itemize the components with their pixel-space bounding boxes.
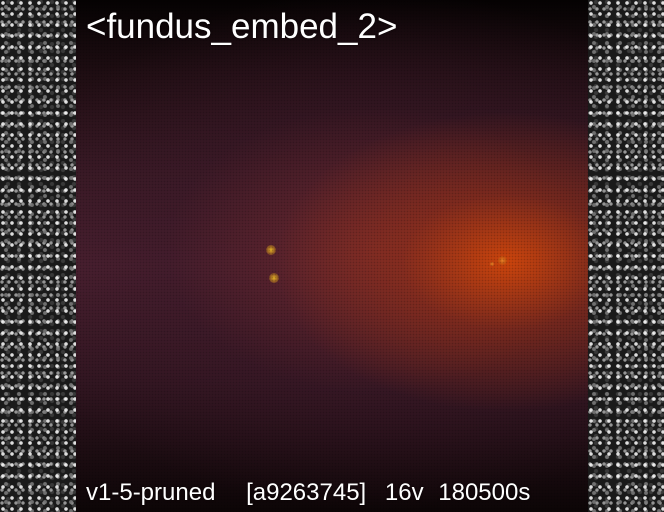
image-title: <fundus_embed_2> bbox=[86, 7, 398, 46]
fundus-image bbox=[76, 0, 588, 512]
seed-value: 180500s bbox=[438, 479, 531, 506]
lesion-spot bbox=[266, 245, 276, 255]
left-noise-border bbox=[0, 0, 76, 512]
model-name: v1-5-pruned bbox=[86, 479, 216, 506]
right-noise-border bbox=[588, 0, 664, 512]
lesion-spot bbox=[269, 273, 279, 283]
model-hash: [a9263745] bbox=[246, 479, 367, 506]
generation-info: v1-5-pruned [a9263745] 16v 180500s bbox=[86, 476, 586, 510]
lesion-spot bbox=[498, 256, 507, 265]
lesion-spot bbox=[490, 262, 494, 266]
steps-count: 16v bbox=[384, 479, 424, 506]
